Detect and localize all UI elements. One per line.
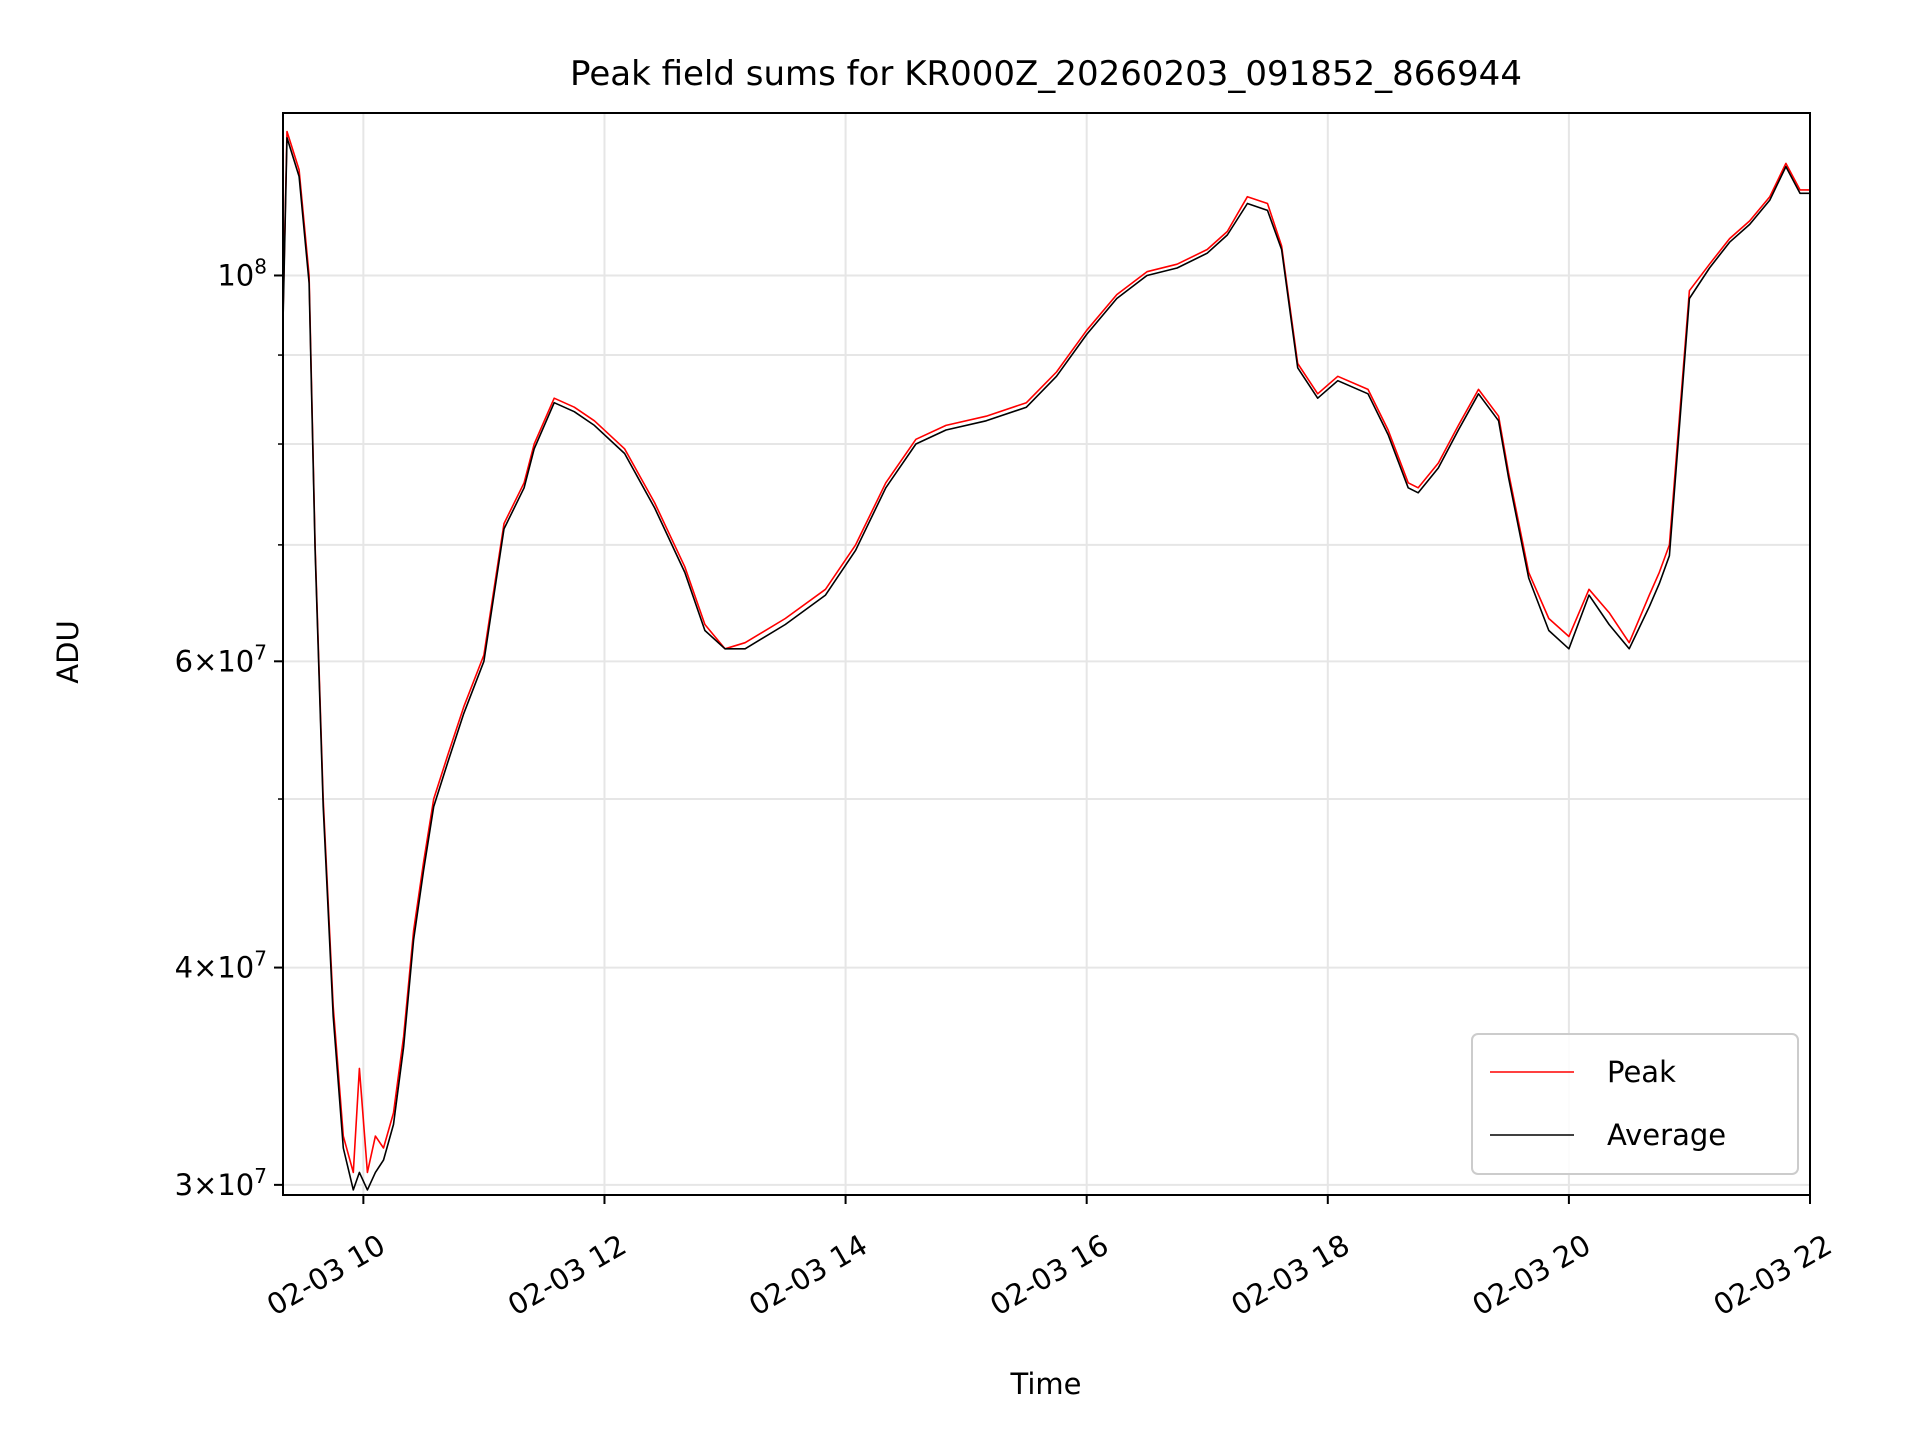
x-axis-label: Time [1010,1367,1082,1401]
legend-label-peak: Peak [1607,1055,1676,1089]
y-tick-exponent: 7 [254,640,267,664]
series-line-peak [282,130,1810,1174]
legend-box [1471,1033,1799,1175]
y-axis-label: ADU [51,620,85,683]
grid [283,113,1811,1195]
y-tick-label: 4×107 [175,947,267,985]
y-tick-mantissa: 6 [175,644,193,678]
chart-title: Peak field sums for KR000Z_20260203_0918… [570,54,1522,94]
y-tick-label: 108 [217,254,267,292]
series-line-average [282,137,1810,1191]
axes-frame [282,112,1811,1196]
legend: Peak Average [1471,1033,1799,1175]
y-tick-label: 6×107 [175,640,267,678]
y-tick-exponent: 7 [254,947,267,971]
y-tick-label: 3×107 [175,1164,267,1202]
y-tick-mantissa: 4 [175,951,193,985]
legend-label-average: Average [1607,1118,1726,1152]
y-tick-exponent: 8 [254,254,267,278]
y-tick-exponent: 7 [254,1164,267,1188]
y-tick-mantissa: 3 [175,1168,193,1202]
plot-lines [282,130,1810,1191]
